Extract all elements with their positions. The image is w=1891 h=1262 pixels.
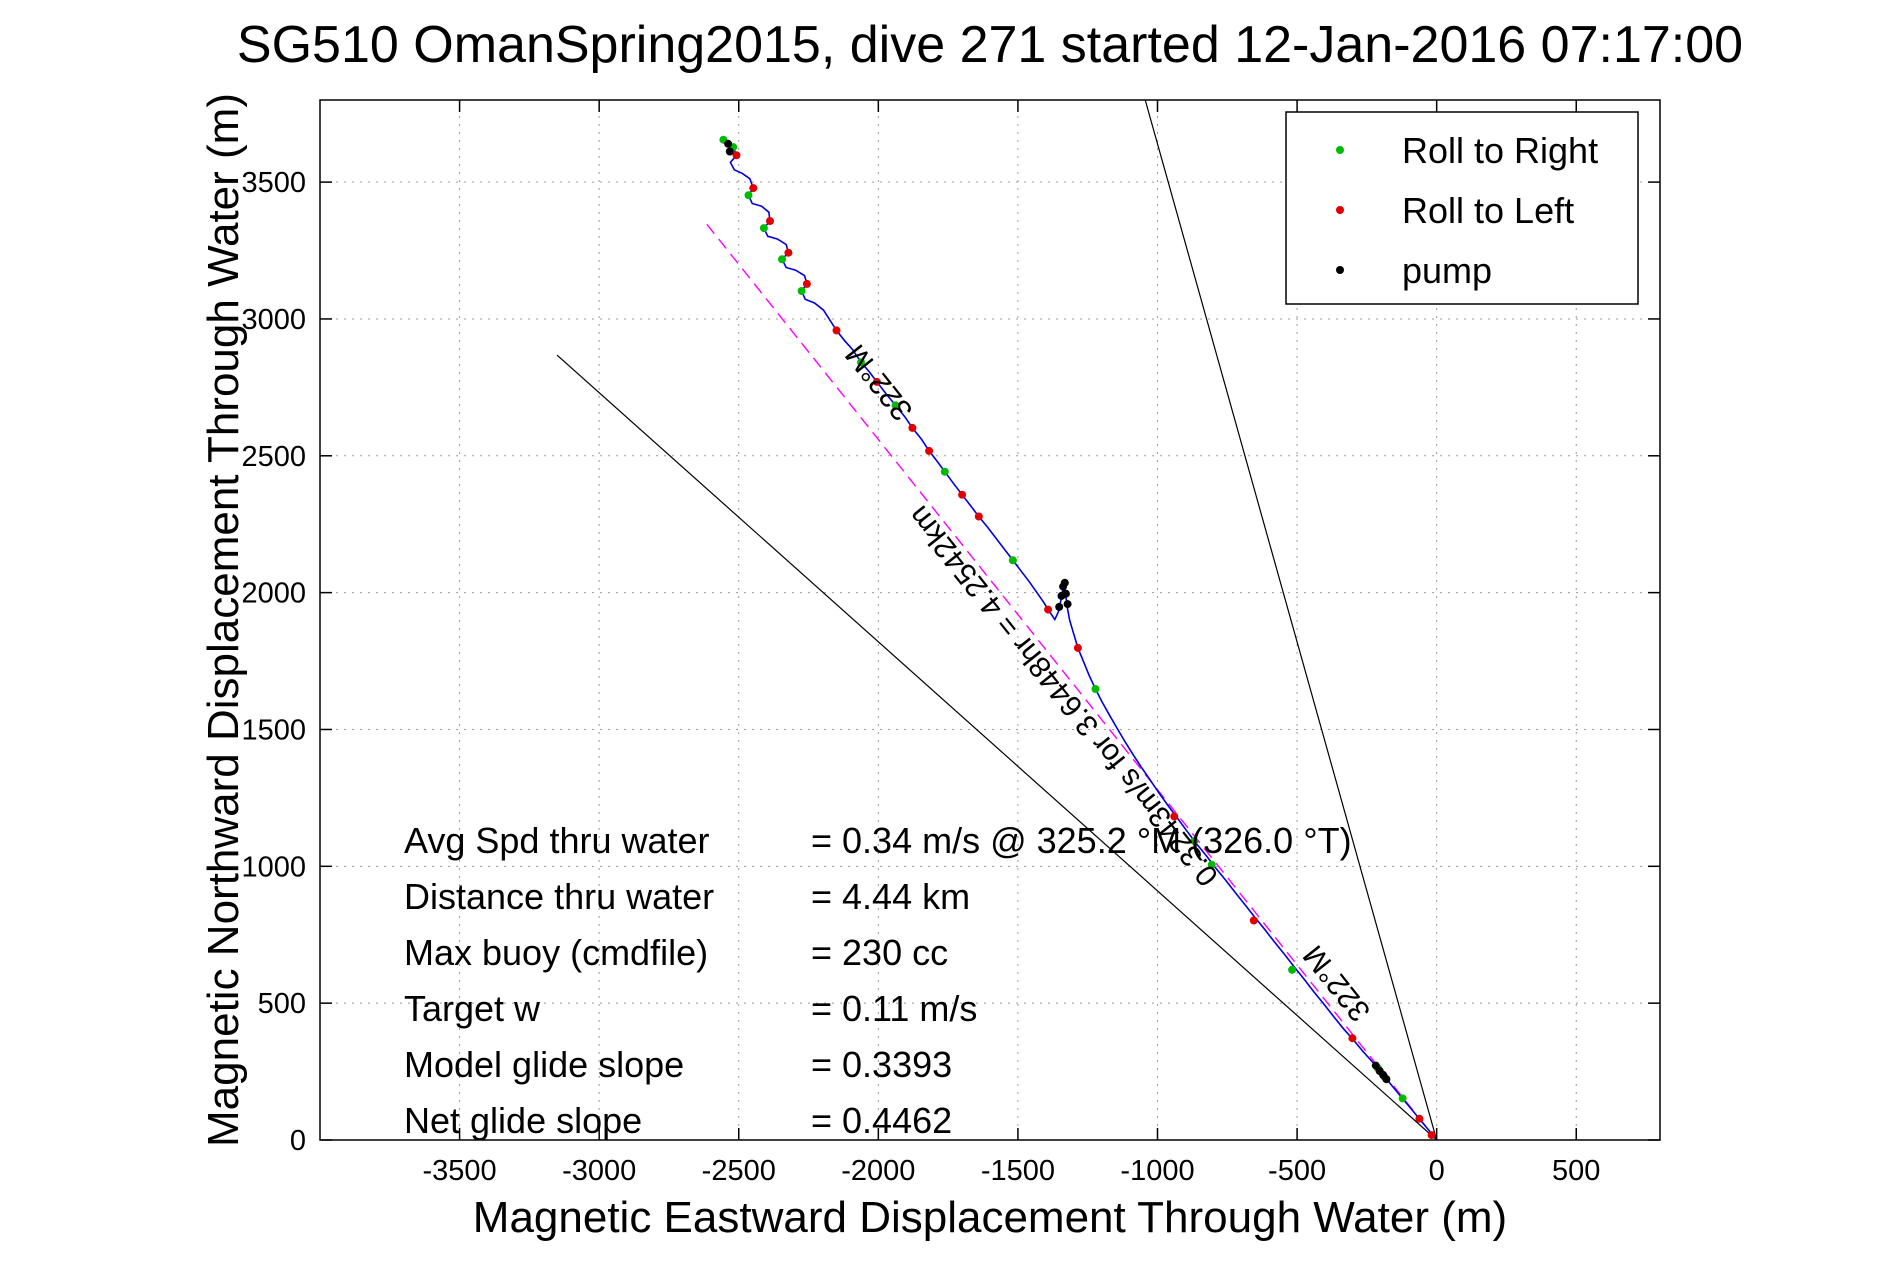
y-axis-label: Magnetic Northward Displacement Through … (199, 93, 248, 1147)
y-tick-label: 1500 (241, 714, 306, 746)
tick-layer: -3500 -3000 -2500 -2000 -1500 -1000 -500 0 500 0 5… (241, 100, 1660, 1187)
roll-to-left-marker (908, 423, 917, 432)
x-tick-label: -2000 (841, 1155, 915, 1187)
roll-to-right-marker (1091, 685, 1100, 693)
roll-to-right-marker (857, 358, 865, 367)
stats-value: = 0.34 m/s @ 325.2 °M (326.0 °T) (811, 820, 1352, 861)
roll-to-left-marker (1348, 1034, 1357, 1043)
x-axis-label: Magnetic Eastward Displacement Through W… (473, 1193, 1507, 1242)
roll-to-left-marker (832, 326, 841, 335)
pump-marker (724, 139, 733, 148)
roll-to-left-marker (1170, 812, 1179, 821)
stats-label: Model glide slope (404, 1044, 684, 1085)
x-tick-label: -1000 (1120, 1155, 1194, 1187)
marker-layer (719, 135, 1436, 1140)
legend-item-pump: pump (1402, 250, 1492, 291)
x-tick-label: 500 (1552, 1155, 1600, 1187)
axes-box (319, 99, 1661, 1141)
roll-to-left-marker (1427, 1131, 1436, 1140)
roll-to-right-marker (759, 224, 768, 233)
x-tick-label: -2500 (702, 1155, 776, 1187)
roll-to-left-marker (732, 151, 741, 160)
track-layer (724, 137, 1438, 1140)
roll-to-left-marker (958, 490, 967, 499)
pump-marker (1061, 589, 1070, 598)
stats-label: Distance thru water (404, 876, 714, 917)
roll-to-right-marker (1008, 556, 1017, 565)
roll-to-left-marker (974, 512, 983, 521)
fan-line-left (556, 354, 1438, 1140)
pump-marker (1382, 1075, 1391, 1084)
roll-to-right-marker (797, 287, 806, 295)
roll-to-right-marker (1288, 965, 1297, 974)
annotation-layer: 322°M0.3243m/s for 3.6448hr = 4.2542km32… (839, 338, 1377, 1027)
legend: Roll to Right Roll to Left pump (1285, 111, 1639, 305)
y-tick-label: 3000 (241, 304, 306, 336)
grid-layer (320, 100, 1660, 1141)
stats-label: Net glide slope (404, 1100, 642, 1141)
x-tick-label: -3000 (562, 1155, 636, 1187)
roll-to-right-marker (891, 401, 900, 410)
stats-block: Avg Spd thru water = 0.34 m/s @ 325.2 °M… (404, 820, 1352, 1141)
roll-to-left-marker (1249, 916, 1258, 925)
pump-markers (724, 139, 1391, 1084)
chart-title: SG510 OmanSpring2015, dive 271 started 1… (237, 16, 1743, 74)
pump-marker (1055, 602, 1064, 611)
bearing-annotation: 322°M (839, 338, 919, 427)
pump-marker-icon (1336, 266, 1344, 274)
y-tick-label: 2500 (241, 441, 306, 473)
stats-value: = 0.11 m/s (811, 988, 977, 1029)
roll-to-left-markers (732, 151, 1436, 1140)
x-tick-label: 0 (1429, 1155, 1445, 1187)
bearing-lines-layer (556, 100, 1438, 1140)
x-tick-label: -3500 (422, 1155, 496, 1187)
roll-to-left-marker (872, 377, 881, 386)
roll-to-left-marker (1415, 1114, 1424, 1123)
roll-to-right-marker (1398, 1094, 1407, 1103)
roll-to-left-marker (802, 279, 811, 288)
roll-to-left-marker (1044, 605, 1053, 614)
legend-item-roll-to-left: Roll to Left (1402, 190, 1574, 231)
stats-label: Target w (404, 988, 541, 1029)
roll-to-left-marker (749, 184, 758, 193)
y-tick-label: 3500 (241, 167, 306, 199)
stats-label: Avg Spd thru water (404, 820, 710, 861)
roll-to-left-marker (784, 248, 793, 257)
bearing-322-line (704, 222, 1438, 1140)
roll-to-right-marker (1190, 837, 1199, 846)
roll-to-left-marker (1073, 643, 1082, 652)
x-tick-label: -1500 (981, 1155, 1055, 1187)
roll-to-left-marker (925, 446, 934, 455)
legend-box (1285, 111, 1639, 305)
roll-to-right-marker (1207, 860, 1216, 869)
dive-track-line (724, 137, 1438, 1140)
stats-value: = 4.44 km (811, 876, 970, 917)
stats-value: = 0.3393 (811, 1044, 952, 1085)
legend-item-roll-to-right: Roll to Right (1402, 130, 1598, 171)
y-tick-label: 500 (258, 988, 306, 1020)
pump-marker (1063, 600, 1072, 609)
x-tick-label: -500 (1268, 1155, 1326, 1187)
roll-to-left-marker (766, 217, 774, 225)
stats-value: = 230 cc (811, 932, 948, 973)
stats-value: = 0.4462 (811, 1100, 952, 1141)
y-tick-label: 1000 (241, 851, 306, 883)
pump-marker (725, 147, 734, 156)
stats-label: Max buoy (cmdfile) (404, 932, 708, 973)
roll-to-left-marker-icon (1336, 206, 1344, 214)
roll-to-right-marker (744, 191, 753, 200)
roll-to-right-marker-icon (1336, 146, 1344, 154)
roll-to-right-marker (940, 467, 949, 476)
roll-to-right-marker (778, 255, 786, 264)
y-tick-label: 2000 (241, 578, 306, 610)
pump-marker (1060, 578, 1069, 587)
fan-line-right (1144, 100, 1438, 1140)
y-tick-label: 0 (290, 1125, 306, 1157)
